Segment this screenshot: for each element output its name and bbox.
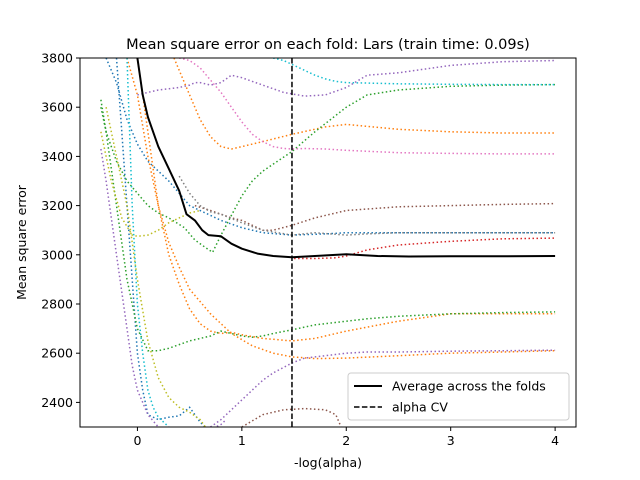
x-tick-label: 1 [238, 433, 246, 448]
y-tick-label: 2600 [41, 346, 73, 361]
x-tick-label: 4 [551, 433, 559, 448]
fold-series-line-8 [294, 237, 556, 260]
legend-box [347, 372, 570, 421]
y-tick-label: 3200 [41, 198, 73, 213]
fold-series-line-12 [194, 202, 556, 231]
fold-series-line-14 [179, 58, 556, 155]
y-tick-label: 2400 [41, 395, 73, 410]
x-tick-label: 2 [342, 433, 350, 448]
fold-series-line-7 [100, 83, 556, 254]
fold-series-line-16 [105, 107, 206, 427]
fold-series-line-10 [100, 148, 227, 427]
y-tick-label: 3400 [41, 149, 73, 164]
x-tick-label: 3 [447, 433, 455, 448]
average-series [136, 58, 556, 259]
legend-alpha-cv-label: alpha CV [392, 400, 448, 415]
fold-series-line-9 [137, 59, 556, 97]
fold-series-line-13 [241, 407, 342, 427]
fold-series-line-3 [173, 58, 556, 150]
fold-series-line-6 [100, 99, 556, 352]
fold-series-line-19 [273, 58, 556, 86]
y-tick-label: 2800 [41, 297, 73, 312]
average-line [136, 58, 556, 259]
axes: 0 1 2 3 4 2400 2600 2800 3000 3200 3400 3600 3800 [41, 51, 559, 449]
x-axis-label: -log(alpha) [294, 455, 362, 470]
y-tick-label: 3000 [41, 247, 73, 262]
fold-series-line-18 [126, 58, 170, 427]
fold-series-line-17 [100, 131, 201, 238]
y-axis-label: Mean square error [14, 184, 29, 300]
plot-frame [79, 57, 577, 428]
fold-series-line-15 [178, 175, 556, 236]
fold-series [100, 58, 556, 427]
legend-average-label: Average across the folds [392, 379, 546, 394]
chart-title: Mean square error on each fold: Lars (tr… [126, 37, 530, 53]
y-tick-label: 3600 [41, 100, 73, 115]
y-tick-label: 3800 [41, 51, 73, 66]
x-tick-label: 0 [133, 433, 141, 448]
legend: Average across the folds alpha CV [347, 372, 570, 421]
